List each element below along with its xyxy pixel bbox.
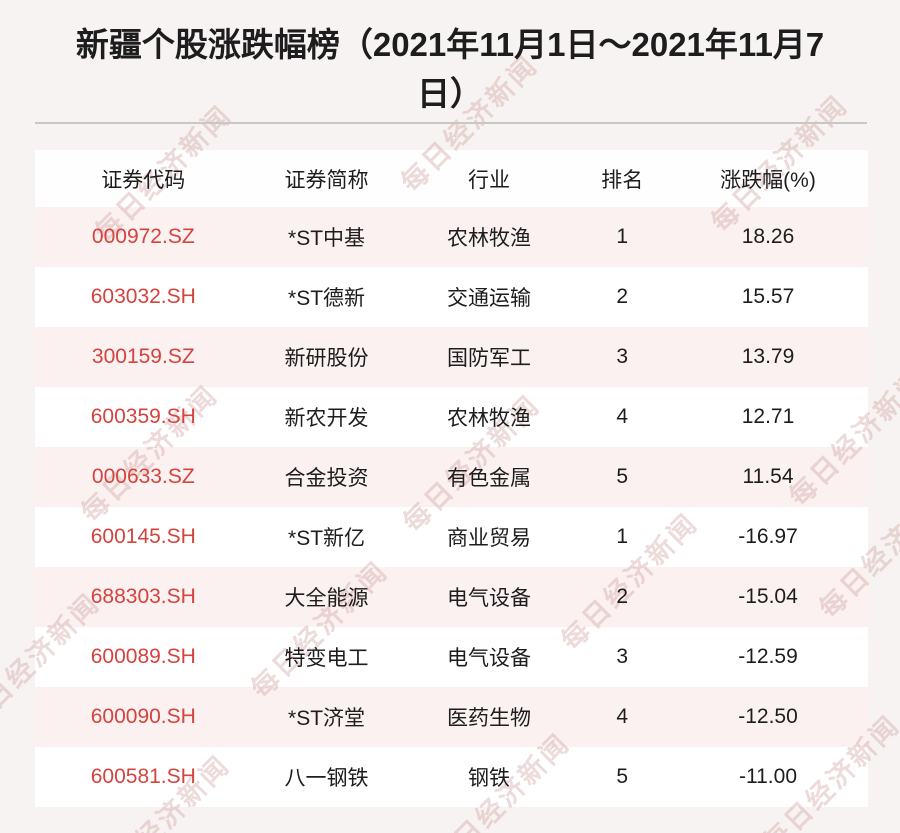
industry-cell: 电气设备 <box>446 587 531 610</box>
change-cell: 15.57 <box>741 285 795 308</box>
change-cell: 18.26 <box>741 225 795 248</box>
change-cell: -16.97 <box>738 525 798 548</box>
rank-cell: 2 <box>616 585 629 608</box>
table-header-background <box>35 150 868 207</box>
stock-name-cell: *ST新亿 <box>288 527 366 550</box>
stock-name-cell: 新农开发 <box>284 407 369 430</box>
table-row: 000633.SZ 合金投资 有色金属 5 11.54 <box>35 447 868 507</box>
stock-name-cell: *ST中基 <box>288 227 366 250</box>
table-row: 600089.SH 特变电工 电气设备 3 -12.59 <box>35 627 868 687</box>
rank-cell: 5 <box>616 465 629 488</box>
table-row: 600581.SH 八一钢铁 钢铁 5 -11.00 <box>35 747 868 807</box>
stock-code-cell: 600581.SH <box>90 765 196 788</box>
industry-cell: 农林牧渔 <box>446 407 531 430</box>
col-header-change: 涨跌幅(%) <box>720 168 816 192</box>
stock-name-cell: 大全能源 <box>284 587 369 610</box>
stock-code-cell: 000972.SZ <box>91 225 195 248</box>
industry-cell: 医药生物 <box>446 707 531 730</box>
industry-cell: 交通运输 <box>446 287 531 310</box>
change-cell: 12.71 <box>741 405 795 428</box>
industry-cell: 商业贸易 <box>446 527 531 550</box>
rank-cell: 5 <box>616 765 629 788</box>
stock-name-cell: *ST济堂 <box>288 707 366 730</box>
stock-code-cell: 688303.SH <box>90 585 196 608</box>
change-cell: -15.04 <box>738 585 798 608</box>
industry-cell: 有色金属 <box>446 467 531 490</box>
col-header-rank: 排名 <box>601 168 644 192</box>
stock-name-cell: 合金投资 <box>284 467 369 490</box>
rank-cell: 1 <box>616 225 629 248</box>
col-header-industry: 行业 <box>467 168 510 192</box>
table-row: 600359.SH 新农开发 农林牧渔 4 12.71 <box>35 387 868 447</box>
rank-cell: 4 <box>616 705 629 728</box>
table-row: 000972.SZ *ST中基 农林牧渔 1 18.26 <box>35 207 868 267</box>
change-cell: -11.00 <box>739 765 798 788</box>
industry-cell: 国防军工 <box>446 347 531 370</box>
table-row: 603032.SH *ST德新 交通运输 2 15.57 <box>35 267 868 327</box>
change-cell: -12.59 <box>738 645 798 668</box>
stock-name-cell: 八一钢铁 <box>284 767 369 790</box>
col-header-code: 证券代码 <box>101 168 186 192</box>
industry-cell: 钢铁 <box>467 767 510 790</box>
table-row: 300159.SZ 新研股份 国防军工 3 13.79 <box>35 327 868 387</box>
rank-cell: 4 <box>616 405 629 428</box>
industry-cell: 农林牧渔 <box>446 227 531 250</box>
table-row: 600090.SH *ST济堂 医药生物 4 -12.50 <box>35 687 868 747</box>
rank-cell: 1 <box>616 525 629 548</box>
stock-name-cell: 新研股份 <box>284 347 369 370</box>
table-row: 688303.SH 大全能源 电气设备 2 -15.04 <box>35 567 868 627</box>
stock-name-cell: 特变电工 <box>284 647 369 670</box>
stock-code-cell: 600089.SH <box>90 645 196 668</box>
stock-code-cell: 000633.SZ <box>91 465 195 488</box>
page-title-line2: 日） <box>417 75 483 112</box>
stock-code-cell: 300159.SZ <box>91 345 195 368</box>
col-header-name: 证券简称 <box>284 168 369 192</box>
stock-code-cell: 600145.SH <box>90 525 196 548</box>
table-row: 600145.SH *ST新亿 商业贸易 1 -16.97 <box>35 507 868 567</box>
change-cell: 13.79 <box>741 345 795 368</box>
change-cell: -12.50 <box>738 705 798 728</box>
stock-table: 证券代码 证券简称 行业 排名 涨跌幅(%) 000972.SZ *ST中基 农林牧… <box>35 150 868 807</box>
table-header: 证券代码 证券简称 行业 排名 涨跌幅(%) <box>35 150 868 207</box>
stock-code-cell: 603032.SH <box>90 285 196 308</box>
stock-code-cell: 600359.SH <box>90 405 196 428</box>
table-body: 000972.SZ *ST中基 农林牧渔 1 18.26 603032.SH *ST德新 交通… <box>35 207 868 807</box>
rank-cell: 3 <box>616 645 629 668</box>
rank-cell: 3 <box>616 345 629 368</box>
table-row-stripes <box>35 207 868 807</box>
title-divider <box>35 122 867 124</box>
stock-code-cell: 600090.SH <box>90 705 196 728</box>
page-title-line1: 新疆个股涨跌幅榜（2021年11月1日～2021年11月7 <box>75 26 825 63</box>
rank-cell: 2 <box>616 285 629 308</box>
industry-cell: 电气设备 <box>446 647 531 670</box>
change-cell: 11.54 <box>742 465 794 488</box>
page-title: 新疆个股涨跌幅榜（2021年11月1日～2021年11月7 日） <box>0 0 900 118</box>
stock-name-cell: *ST德新 <box>288 287 366 310</box>
